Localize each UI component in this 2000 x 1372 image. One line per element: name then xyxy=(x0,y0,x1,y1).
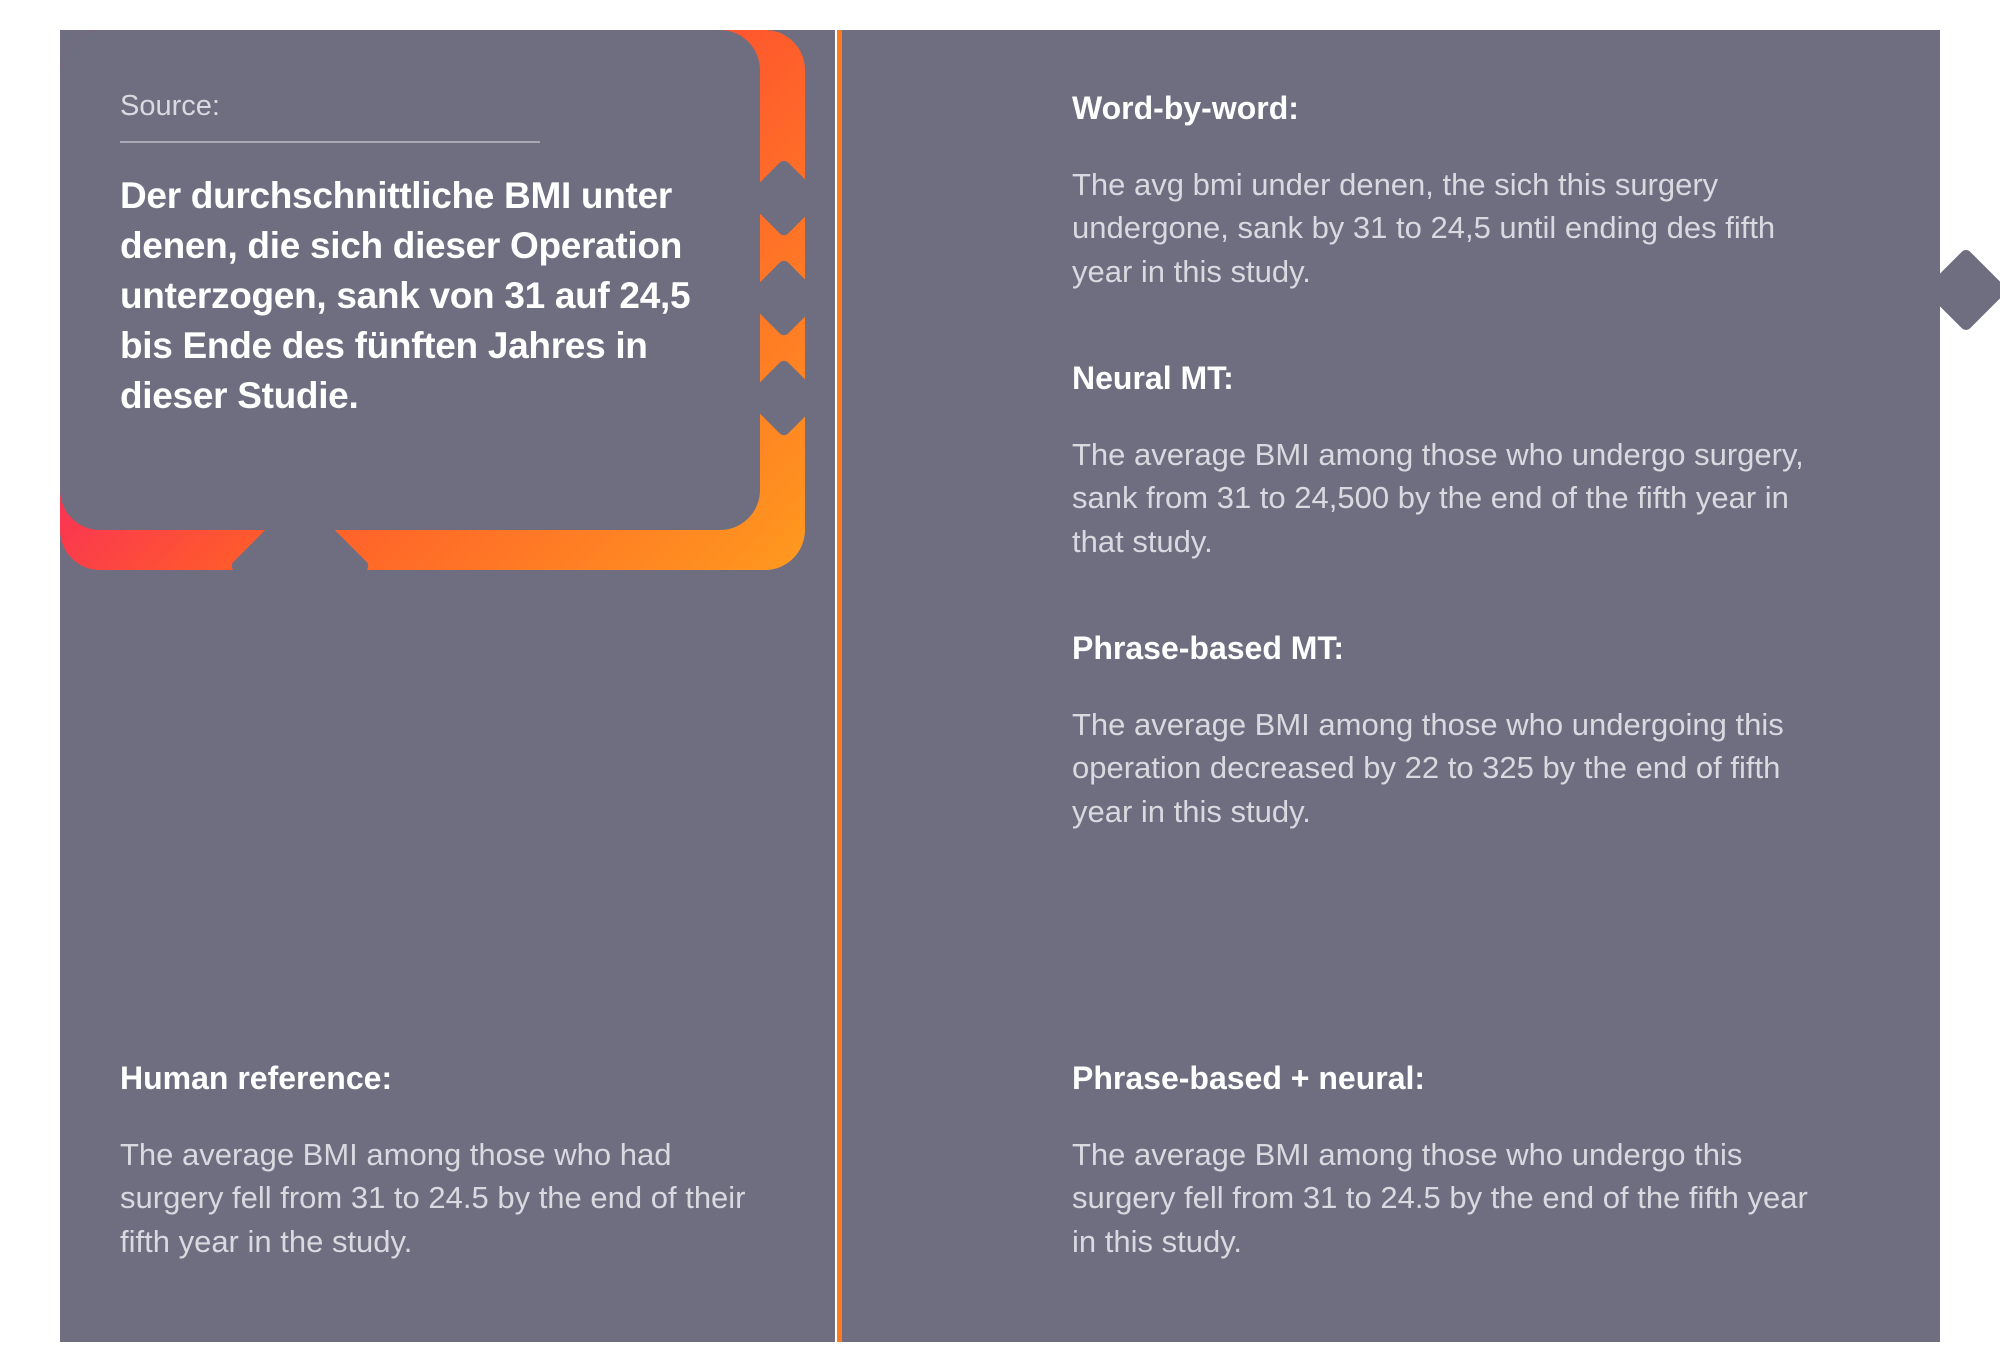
infographic-container: Source: Der durchschnittliche BMI unter … xyxy=(60,30,1940,1342)
human-reference-heading: Human reference: xyxy=(120,1060,760,1097)
word-by-word-body: The avg bmi under denen, the sich this s… xyxy=(1072,163,1832,293)
word-by-word-block: Word-by-word: The avg bmi under denen, t… xyxy=(1072,90,1832,293)
left-column: Source: Der durchschnittliche BMI unter … xyxy=(60,30,835,1342)
phrase-based-neural-block: Phrase-based + neural: The average BMI a… xyxy=(1072,1060,1832,1263)
phrase-based-mt-heading: Phrase-based MT: xyxy=(1072,630,1832,667)
source-text: Der durchschnittliche BMI unter denen, d… xyxy=(120,171,700,421)
right-column: Word-by-word: The avg bmi under denen, t… xyxy=(842,30,1940,1342)
phrase-based-mt-block: Phrase-based MT: The average BMI among t… xyxy=(1072,630,1832,833)
neural-mt-body: The average BMI among those who undergo … xyxy=(1072,433,1832,563)
phrase-based-neural-body: The average BMI among those who undergo … xyxy=(1072,1133,1832,1263)
phrase-based-neural-heading: Phrase-based + neural: xyxy=(1072,1060,1832,1097)
neural-mt-heading: Neural MT: xyxy=(1072,360,1832,397)
word-by-word-heading: Word-by-word: xyxy=(1072,90,1832,127)
source-label: Source: xyxy=(120,90,700,123)
source-rule xyxy=(120,141,540,143)
human-reference-body: The average BMI among those who had surg… xyxy=(120,1133,760,1263)
phrase-based-mt-body: The average BMI among those who undergoi… xyxy=(1072,703,1832,833)
source-card: Source: Der durchschnittliche BMI unter … xyxy=(60,30,760,530)
human-reference-block: Human reference: The average BMI among t… xyxy=(120,1060,760,1263)
neural-mt-block: Neural MT: The average BMI among those w… xyxy=(1072,360,1832,563)
